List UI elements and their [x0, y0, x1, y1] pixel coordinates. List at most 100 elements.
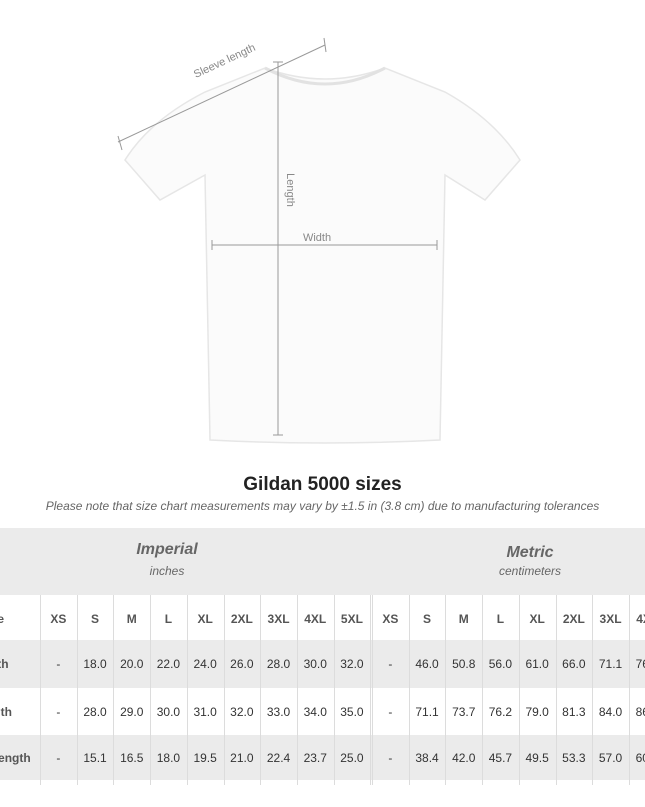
- size-header: XS: [382, 612, 399, 626]
- size-header: XL: [529, 612, 545, 626]
- value-cell: 32.0: [340, 657, 364, 671]
- value-cell: 26.0: [230, 657, 254, 671]
- value-cell: 35.0: [340, 704, 364, 719]
- note: Please note that size chart measurements…: [45, 499, 600, 513]
- cell-divider: [628, 595, 630, 785]
- tshirt-diagram: Sleeve length Length Width: [117, 37, 521, 444]
- size-table: Imperial inches Metric centimeters Size XS S M L…: [0, 528, 645, 788]
- value-cell: 46.0: [415, 657, 439, 671]
- size-header: 3XL: [267, 612, 290, 626]
- value-cell: 71.1: [415, 704, 439, 719]
- value-cell: 42.0: [452, 750, 476, 765]
- value-cell: 50.8: [452, 657, 476, 671]
- value-cell: -: [56, 657, 61, 671]
- value-cell: -: [388, 704, 393, 719]
- row-label: Width: [0, 657, 9, 671]
- size-header: XL: [197, 612, 213, 626]
- value-cell: 56.0: [488, 657, 513, 671]
- size-header: 3XL: [599, 612, 622, 626]
- value-cell: 81.3: [562, 704, 586, 719]
- cell-divider: [113, 595, 115, 785]
- value-cell: 66.0: [562, 657, 586, 671]
- size-header: M: [126, 612, 137, 626]
- value-cell: 71.1: [598, 657, 623, 671]
- cell-divider: [555, 595, 557, 785]
- size-header: 2XL: [562, 612, 585, 626]
- value-cell: 18.0: [156, 750, 181, 765]
- length-label: Length: [284, 173, 296, 207]
- value-cell: -: [56, 704, 61, 719]
- value-cell: 21.0: [230, 750, 254, 765]
- value-cell: 53.3: [562, 750, 586, 765]
- value-cell: 25.0: [340, 750, 364, 765]
- value-cell: -: [388, 657, 393, 671]
- value-cell: -: [388, 750, 393, 765]
- group-name: Imperial: [136, 541, 198, 558]
- group-name: Metric: [506, 544, 554, 561]
- size-header: XS: [50, 612, 67, 626]
- header-band: [0, 528, 645, 595]
- value-cell: 28.0: [266, 657, 291, 671]
- size-header: S: [423, 612, 432, 626]
- size-header: 4XL: [636, 612, 645, 626]
- cell-divider: [333, 595, 335, 785]
- cell-divider: [260, 595, 262, 785]
- cell-divider: [592, 595, 594, 785]
- value-cell: 32.0: [230, 704, 254, 719]
- value-cell: 16.5: [120, 750, 144, 765]
- cell-divider: [372, 595, 373, 785]
- size-header: M: [458, 612, 469, 626]
- value-cell: -: [56, 750, 61, 765]
- value-cell: 33.0: [266, 704, 291, 719]
- size-header: L: [164, 612, 173, 626]
- cell-divider: [223, 595, 225, 785]
- cell-divider: [150, 595, 152, 785]
- value-cell: 24.0: [193, 657, 217, 671]
- value-cell: 29.0: [120, 704, 144, 719]
- cell-divider: [76, 595, 78, 785]
- value-cell: 28.0: [83, 704, 107, 719]
- value-cell: 18.0: [83, 657, 107, 671]
- value-cell: 22.4: [266, 750, 291, 765]
- group-unit: centimeters: [498, 564, 562, 578]
- value-cell: 79.0: [525, 704, 549, 719]
- value-cell: 30.0: [303, 657, 327, 671]
- title: Gildan 5000 sizes: [243, 474, 402, 495]
- value-cell: 60.2: [635, 750, 645, 765]
- value-cell: 61.0: [525, 657, 549, 671]
- row-band: [0, 640, 645, 688]
- value-cell: 38.4: [415, 750, 439, 765]
- cell-divider: [186, 595, 188, 785]
- size-header: 4XL: [304, 612, 327, 626]
- width-label: Width: [303, 232, 331, 244]
- cell-divider: [482, 595, 484, 785]
- value-cell: 73.7: [452, 704, 476, 719]
- cell-divider: [370, 595, 372, 785]
- value-cell: 34.0: [303, 704, 327, 719]
- value-cell: 76.2: [488, 704, 513, 719]
- value-cell: 57.0: [598, 750, 623, 765]
- value-cell: 22.0: [156, 657, 181, 671]
- cell-divider: [445, 595, 447, 785]
- size-header: 5XL: [340, 612, 363, 626]
- value-cell: 76.2: [635, 657, 645, 671]
- value-cell: 30.0: [156, 704, 181, 719]
- value-cell: 31.0: [193, 704, 217, 719]
- size-header: L: [496, 612, 505, 626]
- row-label: Sleeve length: [0, 750, 31, 765]
- value-cell: 19.5: [193, 750, 217, 765]
- cell-divider: [408, 595, 410, 785]
- row-label: Length: [0, 704, 12, 719]
- value-cell: 49.5: [525, 750, 549, 765]
- value-cell: 15.1: [83, 750, 107, 765]
- size-header: S: [91, 612, 100, 626]
- cell-divider: [518, 595, 520, 785]
- cell-divider: [296, 595, 298, 785]
- row-band: [0, 735, 645, 780]
- corner-label: Size: [0, 612, 4, 626]
- value-cell: 20.0: [120, 657, 144, 671]
- value-cell: 84.0: [598, 704, 623, 719]
- value-cell: 23.7: [303, 750, 327, 765]
- value-cell: 86.4: [635, 704, 645, 719]
